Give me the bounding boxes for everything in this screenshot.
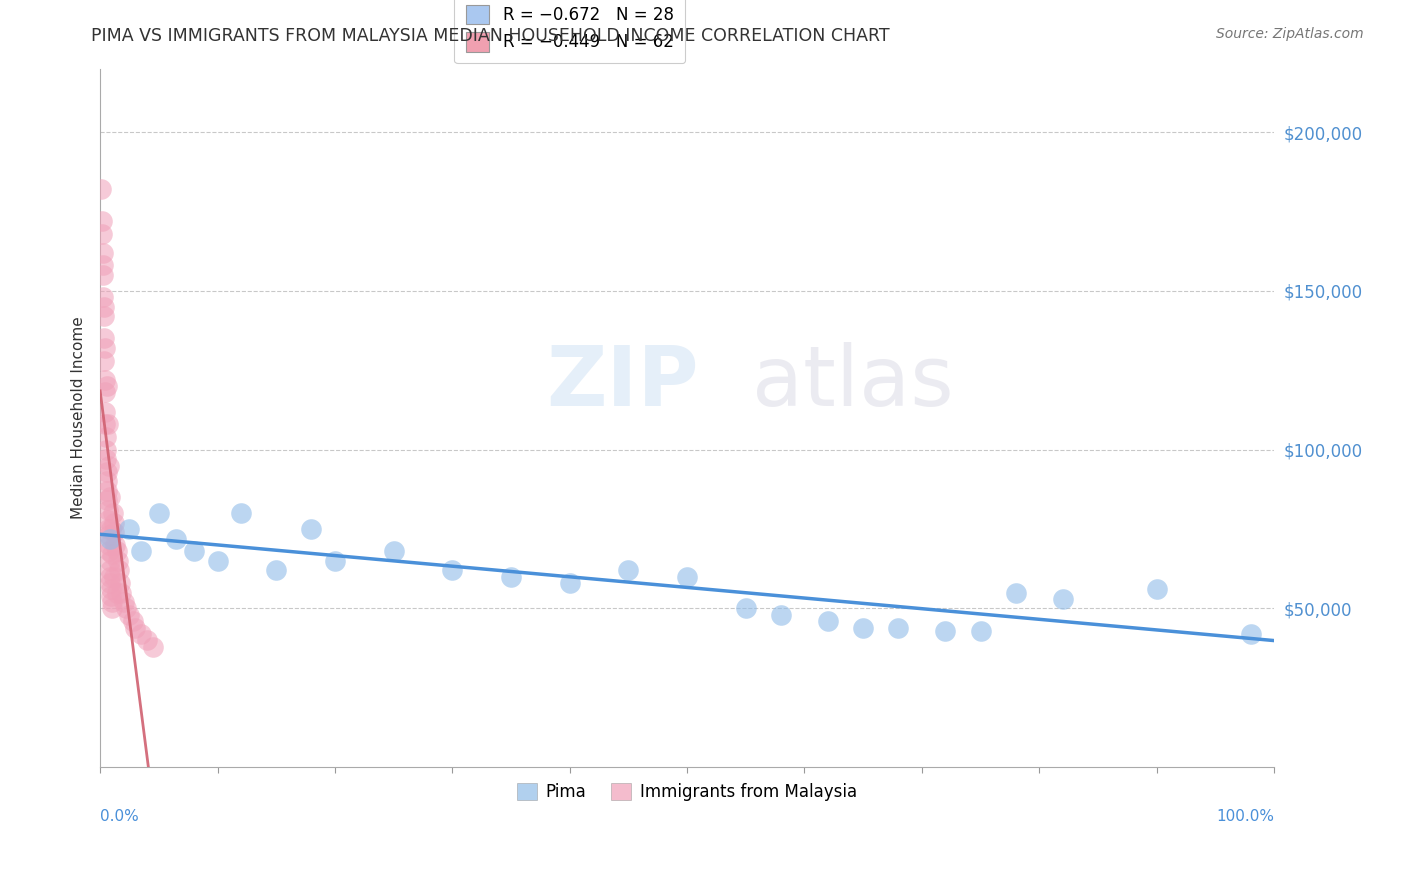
Point xyxy=(558,576,581,591)
Point xyxy=(108,563,131,577)
Point xyxy=(129,544,152,558)
Point xyxy=(93,353,115,368)
Point xyxy=(148,506,170,520)
Point xyxy=(124,620,146,634)
Point xyxy=(98,532,121,546)
Point xyxy=(91,268,114,282)
Point xyxy=(93,300,115,314)
Point xyxy=(107,554,129,568)
Point xyxy=(104,538,127,552)
Point xyxy=(94,430,117,444)
Point xyxy=(142,640,165,654)
Text: 0.0%: 0.0% xyxy=(100,809,139,824)
Point xyxy=(817,614,839,628)
Point xyxy=(103,570,125,584)
Point xyxy=(96,379,118,393)
Point xyxy=(103,525,125,540)
Point xyxy=(229,506,252,520)
Text: 100.0%: 100.0% xyxy=(1216,809,1274,824)
Point xyxy=(100,576,122,591)
Point xyxy=(90,182,112,196)
Point xyxy=(91,227,114,241)
Point xyxy=(96,452,118,467)
Point xyxy=(734,601,756,615)
Point xyxy=(118,522,141,536)
Point xyxy=(96,465,118,479)
Point xyxy=(1052,591,1074,606)
Point xyxy=(96,475,118,489)
Point xyxy=(323,554,346,568)
Point xyxy=(769,607,792,622)
Point xyxy=(98,554,121,568)
Point xyxy=(96,483,118,498)
Point xyxy=(97,458,120,473)
Point xyxy=(887,620,910,634)
Point xyxy=(969,624,991,638)
Y-axis label: Median Household Income: Median Household Income xyxy=(72,317,86,519)
Point xyxy=(207,554,229,568)
Point xyxy=(93,259,115,273)
Point xyxy=(115,601,138,615)
Point xyxy=(97,512,120,526)
Text: ZIP: ZIP xyxy=(546,343,699,424)
Point xyxy=(100,582,122,597)
Point xyxy=(112,595,135,609)
Point xyxy=(98,570,121,584)
Point xyxy=(93,290,115,304)
Point xyxy=(103,516,125,530)
Point xyxy=(934,624,956,638)
Point xyxy=(676,570,699,584)
Point xyxy=(1146,582,1168,597)
Point xyxy=(105,544,128,558)
Point xyxy=(90,214,112,228)
Point xyxy=(98,563,121,577)
Point xyxy=(1004,585,1026,599)
Point xyxy=(499,570,522,584)
Point xyxy=(98,491,121,505)
Text: PIMA VS IMMIGRANTS FROM MALAYSIA MEDIAN HOUSEHOLD INCOME CORRELATION CHART: PIMA VS IMMIGRANTS FROM MALAYSIA MEDIAN … xyxy=(91,27,890,45)
Point xyxy=(94,404,117,418)
Point xyxy=(122,614,145,628)
Point xyxy=(852,620,875,634)
Text: atlas: atlas xyxy=(752,343,953,424)
Point xyxy=(98,544,121,558)
Point xyxy=(93,310,115,324)
Point xyxy=(108,576,131,591)
Point xyxy=(101,506,124,520)
Point xyxy=(97,503,120,517)
Point xyxy=(97,528,120,542)
Point xyxy=(105,585,128,599)
Point xyxy=(93,373,115,387)
Point xyxy=(100,522,122,536)
Point xyxy=(617,563,640,577)
Point xyxy=(264,563,287,577)
Point xyxy=(441,563,464,577)
Point xyxy=(97,522,120,536)
Legend: Pima, Immigrants from Malaysia: Pima, Immigrants from Malaysia xyxy=(510,776,863,808)
Point xyxy=(382,544,405,558)
Point xyxy=(97,417,120,432)
Point xyxy=(110,585,132,599)
Point xyxy=(1239,627,1261,641)
Point xyxy=(91,245,114,260)
Point xyxy=(97,538,120,552)
Point xyxy=(101,601,124,615)
Point xyxy=(136,633,159,648)
Point xyxy=(94,385,117,400)
Point xyxy=(129,627,152,641)
Point xyxy=(118,607,141,622)
Point xyxy=(93,331,115,345)
Point xyxy=(96,493,118,508)
Text: Source: ZipAtlas.com: Source: ZipAtlas.com xyxy=(1216,27,1364,41)
Point xyxy=(183,544,205,558)
Point xyxy=(101,595,124,609)
Point xyxy=(94,442,117,457)
Point xyxy=(100,589,122,603)
Point xyxy=(301,522,323,536)
Point xyxy=(94,417,117,432)
Point xyxy=(165,532,187,546)
Point xyxy=(94,341,117,355)
Point xyxy=(101,548,124,562)
